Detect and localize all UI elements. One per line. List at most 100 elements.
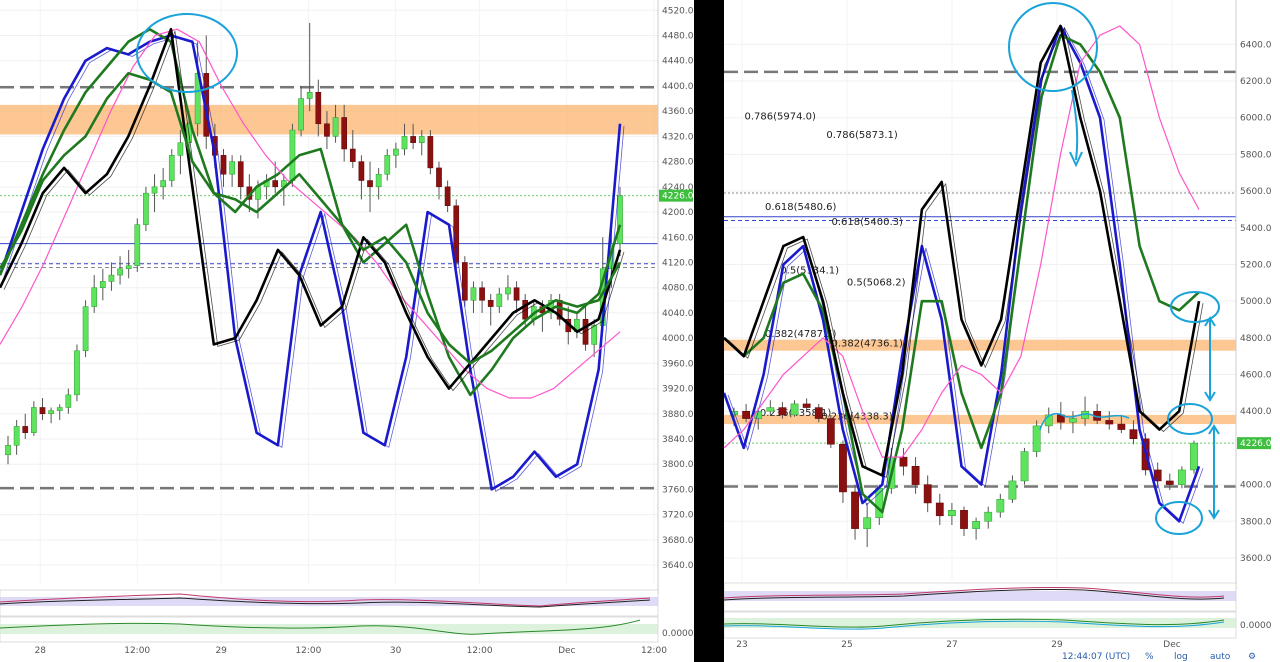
fib-label: 0.382(4736.1) bbox=[832, 339, 904, 350]
right-oscillator-label: 0.0000 bbox=[1240, 621, 1272, 631]
ma-line-thin bbox=[3, 37, 625, 493]
y-tick-label: 4000.0 bbox=[662, 334, 694, 344]
right-highlight-circle-3 bbox=[1155, 501, 1203, 535]
y-tick-label: 4320.0 bbox=[662, 132, 694, 142]
ma-line bbox=[724, 25, 1200, 458]
candle-body bbox=[125, 265, 132, 270]
candle-body bbox=[315, 92, 322, 125]
fib-label: 0.236(4338.3) bbox=[821, 412, 893, 423]
y-tick-label: 4360.0 bbox=[662, 107, 694, 117]
candle-body bbox=[591, 325, 597, 345]
y-tick-label: 5400.0 bbox=[1240, 224, 1272, 234]
candle-body bbox=[289, 129, 296, 181]
candle-body bbox=[134, 224, 141, 266]
candle-body bbox=[436, 167, 442, 188]
right-time-axis[interactable]: 23 25 27 29 Dec bbox=[736, 640, 1180, 650]
right-price-chart[interactable]: 0.786(5974.0) 0.786(5873.1) 0.618(5480.6) 0… bbox=[724, 0, 1280, 662]
candle-body bbox=[462, 262, 468, 301]
left-price-axis[interactable]: 4520.0 4480.0 4440.0 4400.0 4360.0 4320.0 4280… bbox=[657, 0, 694, 594]
percent-scale-button[interactable]: % bbox=[1145, 652, 1154, 662]
right-oscillator-line-green bbox=[724, 618, 1225, 628]
candle-body bbox=[1008, 480, 1017, 500]
candle-body bbox=[923, 484, 932, 504]
y-tick-label: 3800.0 bbox=[1240, 517, 1272, 527]
x-tick-label: 12:00 bbox=[467, 646, 493, 656]
resistance-zone bbox=[724, 414, 1236, 425]
gear-icon[interactable]: ⚙ bbox=[1248, 652, 1256, 662]
fib-label: 0.618(5480.6) bbox=[765, 202, 837, 213]
candle-body bbox=[972, 521, 980, 529]
candle-body bbox=[349, 148, 356, 162]
y-tick-label: 5600.0 bbox=[1240, 187, 1272, 197]
x-tick-label: 28 bbox=[35, 646, 47, 656]
left-time-axis[interactable]: 28 12:00 29 12:00 30 12:00 Dec 12:00 bbox=[35, 646, 668, 656]
candle-body bbox=[74, 350, 80, 396]
left-oscillator-label: 0.0000 bbox=[662, 629, 694, 639]
right-price-axis[interactable]: 6400.0 6200.0 6000.0 5800.0 5600.0 5400.0 5200… bbox=[1235, 0, 1272, 590]
left-price-chart[interactable]: 4520.0 4480.0 4440.0 4400.0 4360.0 4320.0 4280… bbox=[0, 0, 694, 662]
right-arrow-down-curve bbox=[1071, 89, 1079, 161]
candle-body bbox=[332, 117, 339, 137]
candle-body bbox=[117, 268, 123, 276]
candle-body bbox=[108, 274, 115, 282]
candle-body bbox=[48, 410, 54, 415]
log-scale-button[interactable]: log bbox=[1174, 652, 1188, 662]
status-bar bbox=[724, 648, 1280, 662]
candle-body bbox=[229, 161, 235, 175]
right-top-highlight-circle bbox=[1008, 2, 1098, 92]
candle-body bbox=[444, 186, 451, 206]
candle-body bbox=[91, 287, 98, 307]
candle-body bbox=[1032, 425, 1041, 452]
candle-body bbox=[13, 426, 20, 446]
candle-body bbox=[479, 287, 485, 301]
fib-label: 0.786(5873.1) bbox=[826, 130, 898, 141]
left-ma-series bbox=[0, 27, 625, 493]
candle-body bbox=[582, 318, 589, 345]
candle-body bbox=[358, 161, 365, 181]
candle-body bbox=[177, 142, 184, 156]
ma-line bbox=[0, 27, 622, 390]
y-tick-label: 3880.0 bbox=[662, 410, 694, 420]
y-tick-label: 6200.0 bbox=[1240, 77, 1272, 87]
x-tick-label: Dec bbox=[558, 646, 575, 656]
candle-body bbox=[1190, 442, 1198, 471]
candle-body bbox=[1178, 469, 1186, 485]
left-oscillator-line-black bbox=[0, 597, 651, 608]
candle-body bbox=[453, 205, 460, 263]
candle-body bbox=[839, 444, 847, 493]
candle-body bbox=[996, 499, 1005, 513]
candle-body bbox=[826, 418, 835, 445]
candle-body bbox=[160, 180, 166, 188]
candle-body bbox=[151, 186, 158, 194]
right-highlight-circle-1 bbox=[1170, 291, 1220, 323]
fib-label: 0.5(5068.2) bbox=[847, 278, 906, 289]
ma-line bbox=[0, 72, 622, 365]
candle-body bbox=[367, 180, 373, 188]
left-last-price-badge: 4226.0 bbox=[659, 189, 694, 202]
status-time: 12:44:07 (UTC) bbox=[1062, 652, 1130, 662]
ma-line-thin bbox=[3, 31, 625, 392]
x-tick-label: Dec bbox=[1163, 640, 1180, 650]
fib-label: 0.786(5974.0) bbox=[744, 112, 816, 123]
right-oscillator-line-red bbox=[724, 586, 1225, 599]
auto-scale-button[interactable]: auto bbox=[1210, 652, 1231, 662]
left-candles bbox=[5, 22, 623, 465]
y-tick-label: 4280.0 bbox=[662, 158, 694, 168]
y-tick-label: 4600.0 bbox=[1240, 371, 1272, 381]
right-oscillator-line-blue bbox=[724, 620, 1225, 630]
fib-label: 0.618(5400.3) bbox=[832, 217, 904, 228]
candle-body bbox=[418, 136, 425, 143]
right-horizontal-lines bbox=[724, 70, 1236, 488]
y-tick-label: 3840.0 bbox=[662, 435, 694, 445]
resistance-zone bbox=[724, 339, 1236, 351]
y-tick-label: 4480.0 bbox=[662, 32, 694, 42]
candle-body bbox=[272, 180, 279, 188]
candle-body bbox=[960, 510, 968, 529]
candle-body bbox=[766, 407, 775, 412]
ma-line bbox=[724, 33, 1200, 514]
candle-body bbox=[1069, 418, 1077, 423]
ma-line bbox=[724, 24, 1201, 523]
candle-body bbox=[1129, 429, 1138, 440]
candle-body bbox=[948, 510, 956, 517]
right-ma-series bbox=[724, 24, 1204, 525]
